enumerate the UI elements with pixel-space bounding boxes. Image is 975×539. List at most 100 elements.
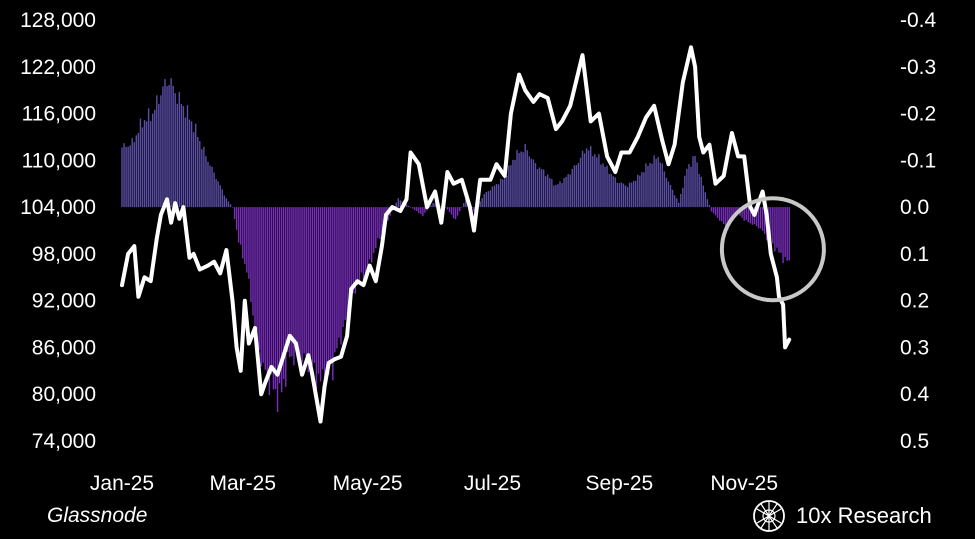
metric-bar <box>397 198 399 208</box>
metric-bar <box>221 189 223 208</box>
x-tick-label: May-25 <box>333 472 403 495</box>
metric-bar <box>678 202 680 208</box>
metric-bar <box>299 207 301 361</box>
metric-bar <box>616 182 618 208</box>
metric-bar <box>381 207 383 233</box>
metric-bar <box>336 207 338 349</box>
metric-bar <box>590 146 592 208</box>
metric-bar <box>624 185 627 208</box>
metric-bar <box>573 165 576 208</box>
metric-bar <box>152 113 154 208</box>
metric-bar <box>278 207 281 384</box>
metric-bar <box>680 193 682 208</box>
metric-bar <box>544 176 547 208</box>
metric-bar <box>411 207 414 209</box>
metric-bar <box>282 207 285 379</box>
metric-bar <box>330 207 332 364</box>
metric-bar <box>731 207 733 221</box>
metric-bar <box>176 103 178 208</box>
metric-bar <box>270 207 273 375</box>
metric-bar <box>352 207 354 293</box>
metric-bar <box>612 176 614 208</box>
metric-bar <box>618 183 621 208</box>
metric-bar <box>735 207 737 212</box>
metric-bar <box>149 121 152 208</box>
metric-bar <box>553 185 555 208</box>
metric-bar <box>246 207 248 273</box>
metric-bar <box>375 207 377 249</box>
left-axis-ticks: 128,000 122,000 116,000 110,000 104,000 98,00… <box>20 9 96 453</box>
metric-bar <box>643 172 645 208</box>
metric-bar <box>716 207 719 218</box>
metric-bar <box>485 192 488 208</box>
metric-bar <box>675 198 678 208</box>
metric-bar <box>399 200 402 208</box>
right-tick-label: 0.5 <box>900 430 929 453</box>
metric-bar <box>456 207 459 216</box>
metric-bar <box>266 207 269 377</box>
metric-bar <box>645 163 647 208</box>
metric-bar <box>307 207 309 373</box>
metric-bar <box>340 207 342 345</box>
metric-bar <box>501 179 504 208</box>
metric-bar <box>143 120 146 208</box>
metric-bar <box>610 174 612 208</box>
metric-bar <box>317 207 320 374</box>
metric-bar <box>594 154 596 208</box>
metric-bar <box>583 153 586 208</box>
x-tick-label: Mar-25 <box>209 472 276 495</box>
metric-bar <box>422 207 424 217</box>
metric-bar <box>395 202 397 208</box>
metric-bar <box>371 207 373 263</box>
metric-bar <box>170 78 172 208</box>
metric-bar <box>727 207 729 231</box>
metric-bar <box>516 150 518 208</box>
metric-bar <box>747 207 749 223</box>
metric-bar <box>287 207 289 353</box>
metric-bar <box>706 199 709 208</box>
metric-bar <box>332 207 334 381</box>
right-tick-label: 0.2 <box>900 290 929 313</box>
metric-bar <box>534 163 537 208</box>
source-label: Glassnode <box>47 504 148 527</box>
metric-bar <box>260 207 262 367</box>
metric-bar <box>581 150 584 208</box>
metric-bar <box>235 207 238 230</box>
metric-bar <box>252 207 254 316</box>
metric-bar <box>641 172 643 208</box>
metric-bar <box>518 153 520 208</box>
metric-bar <box>240 207 242 245</box>
metric-bar <box>311 207 314 366</box>
metric-bar <box>430 205 432 208</box>
metric-bar <box>557 184 559 208</box>
metric-bar <box>651 163 653 208</box>
left-tick-label: 98,000 <box>32 243 96 266</box>
metric-bar <box>661 163 664 208</box>
metric-bar <box>530 158 533 208</box>
metric-bar <box>465 198 467 208</box>
metric-bar <box>420 207 422 215</box>
metric-bar <box>602 163 604 208</box>
metric-bar <box>291 207 293 357</box>
metric-bar <box>418 207 420 213</box>
metric-bar <box>434 203 436 208</box>
metric-bar <box>628 182 631 208</box>
metric-bar <box>139 118 142 208</box>
metric-bar <box>473 207 475 212</box>
metric-bar <box>346 207 348 319</box>
metric-bar <box>334 207 336 353</box>
metric-bar <box>708 204 711 208</box>
metric-bar <box>774 207 776 252</box>
metric-bar <box>129 145 131 208</box>
right-tick-label: 0.0 <box>900 196 929 219</box>
metric-bar <box>225 198 228 208</box>
metric-bar <box>203 146 205 208</box>
metric-bar <box>743 207 745 221</box>
metric-bar <box>565 176 567 208</box>
metric-bar <box>338 207 340 338</box>
right-tick-label: -0.3 <box>900 56 936 79</box>
left-tick-label: 92,000 <box>32 290 96 313</box>
metric-bar <box>604 166 606 208</box>
metric-bar <box>242 207 244 259</box>
metric-bar <box>168 85 170 208</box>
